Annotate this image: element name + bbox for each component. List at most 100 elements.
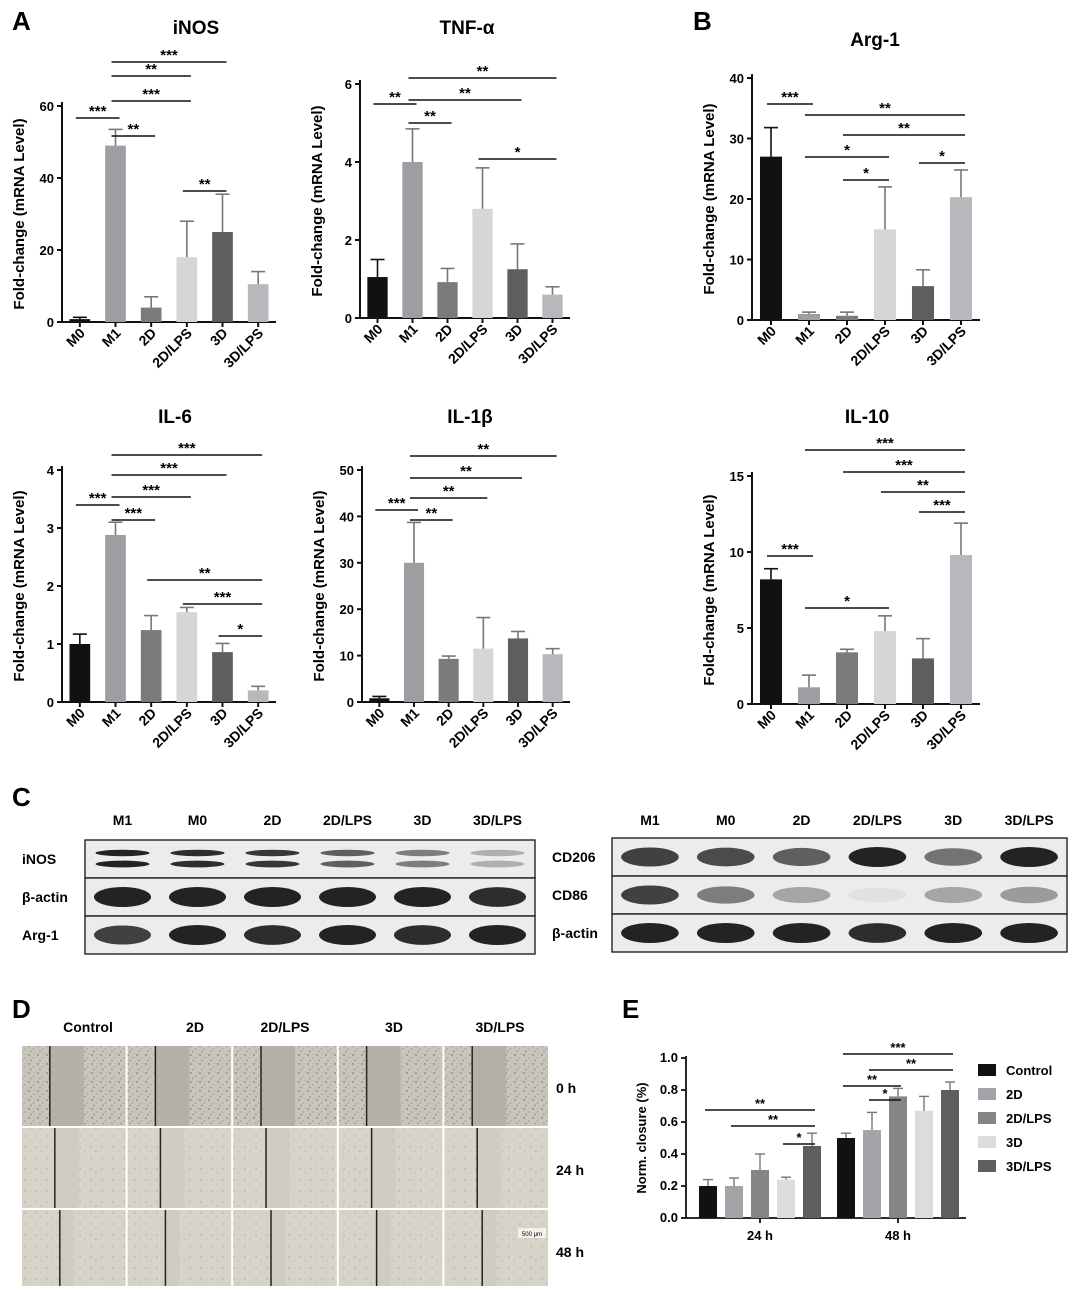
- significance-label: *: [844, 593, 850, 610]
- blot-band: [319, 925, 376, 945]
- blot-band: [772, 886, 831, 904]
- bar: [247, 284, 269, 322]
- significance-label: *: [939, 148, 945, 165]
- y-axis-label: Norm. closure (%): [634, 1082, 649, 1193]
- blot-band: [169, 925, 226, 945]
- bar: [941, 1090, 959, 1218]
- significance-label: ***: [89, 490, 107, 507]
- category-label: 24 h: [747, 1228, 773, 1243]
- significance-label: ***: [142, 86, 160, 103]
- category-label: 3D/LPS: [515, 705, 561, 751]
- bar: [911, 286, 935, 320]
- category-label: 2D/LPS: [149, 325, 195, 371]
- blot-band: [621, 923, 679, 943]
- y-tick-label: 2: [345, 233, 352, 248]
- category-label: 2D: [433, 705, 457, 729]
- significance-label: **: [460, 463, 472, 480]
- panel-label-c: C: [12, 782, 31, 812]
- lane-label: M0: [188, 812, 208, 828]
- blot-band: [169, 887, 226, 907]
- blot-row-label: CD206: [552, 849, 596, 865]
- blot-band: [924, 886, 983, 904]
- significance-label: **: [199, 565, 211, 582]
- y-tick-label: 10: [340, 649, 354, 664]
- bar: [402, 162, 423, 318]
- y-axis-label: Fold-change (mRNA Level): [311, 490, 328, 681]
- y-tick-label: 10: [730, 545, 744, 560]
- category-label: M0: [754, 707, 779, 732]
- blot-band: [924, 848, 983, 866]
- significance-label: **: [145, 61, 157, 78]
- significance-label: **: [443, 483, 455, 500]
- blot-band: [470, 860, 525, 868]
- blot-band: [1000, 847, 1058, 867]
- significance-label: **: [425, 505, 437, 522]
- bar: [835, 315, 859, 320]
- bar: [835, 652, 859, 704]
- category-label: 3D: [502, 321, 526, 345]
- y-tick-label: 0.2: [660, 1178, 678, 1193]
- y-tick-label: 10: [730, 253, 744, 268]
- bar: [105, 534, 126, 702]
- bar: [759, 579, 783, 704]
- y-tick-label: 5: [737, 621, 744, 636]
- blot-band: [244, 887, 301, 907]
- y-tick-label: 30: [730, 132, 744, 147]
- bar: [777, 1179, 795, 1218]
- significance-label: *: [882, 1086, 888, 1101]
- scratch-wound: [59, 1210, 74, 1290]
- bar: [437, 282, 458, 318]
- scratch-column-label: Control: [63, 1019, 113, 1035]
- blot-band: [469, 887, 526, 907]
- category-label: 3D: [502, 705, 526, 729]
- y-tick-label: 0.4: [660, 1146, 679, 1161]
- legend-label: Control: [1006, 1063, 1052, 1078]
- category-label: 3D/LPS: [923, 707, 969, 753]
- y-tick-label: 0: [737, 697, 744, 712]
- y-tick-label: 50: [340, 463, 354, 478]
- significance-label: *: [515, 144, 521, 161]
- scratch-wound: [271, 1210, 285, 1290]
- scratch-row-label: 48 h: [556, 1244, 584, 1260]
- scratch-wound: [261, 1046, 295, 1126]
- scratch-wound: [266, 1128, 290, 1208]
- y-tick-label: 40: [340, 509, 354, 524]
- significance-label: ***: [890, 1040, 906, 1055]
- lane-label: M1: [640, 812, 660, 828]
- scratch-wound: [49, 1046, 84, 1126]
- blot-band: [772, 923, 831, 943]
- bar: [797, 313, 821, 320]
- bar: [472, 208, 493, 318]
- scale-bar-label: 500 μm: [522, 1232, 542, 1238]
- significance-label: ***: [388, 495, 406, 512]
- category-label: M0: [362, 705, 387, 730]
- category-label: 2D/LPS: [847, 707, 893, 753]
- chart-title: TNF-α: [440, 18, 495, 39]
- significance-label: **: [906, 1056, 917, 1071]
- lane-label: M0: [716, 812, 736, 828]
- scratch-wound: [477, 1128, 502, 1208]
- category-label: 2D/LPS: [847, 323, 893, 369]
- bar: [176, 257, 198, 322]
- y-tick-label: 30: [340, 556, 354, 571]
- blot-row-label: Arg-1: [22, 927, 59, 943]
- blot-band: [848, 847, 907, 867]
- category-label: M1: [396, 321, 421, 346]
- bar: [751, 1170, 769, 1218]
- blot-band: [170, 849, 225, 857]
- legend-swatch: [978, 1160, 996, 1172]
- bar: [873, 229, 897, 320]
- scratch-column-label: 3D/LPS: [475, 1019, 524, 1035]
- significance-label: **: [768, 1112, 779, 1127]
- blot-band: [395, 860, 450, 868]
- bar: [69, 644, 91, 702]
- significance-label: *: [844, 142, 850, 159]
- bar: [699, 1186, 717, 1218]
- scratch-row-label: 0 h: [556, 1080, 576, 1096]
- category-label: 2D: [831, 707, 855, 731]
- bar: [949, 197, 973, 320]
- chart-tnfa: TNF-α Fold-change (mRNA Level) 0 2 4 6 M0 M1 2D2…: [309, 18, 570, 367]
- blot-band: [94, 925, 151, 945]
- scratch-wound: [371, 1128, 396, 1208]
- category-label: M1: [99, 325, 124, 350]
